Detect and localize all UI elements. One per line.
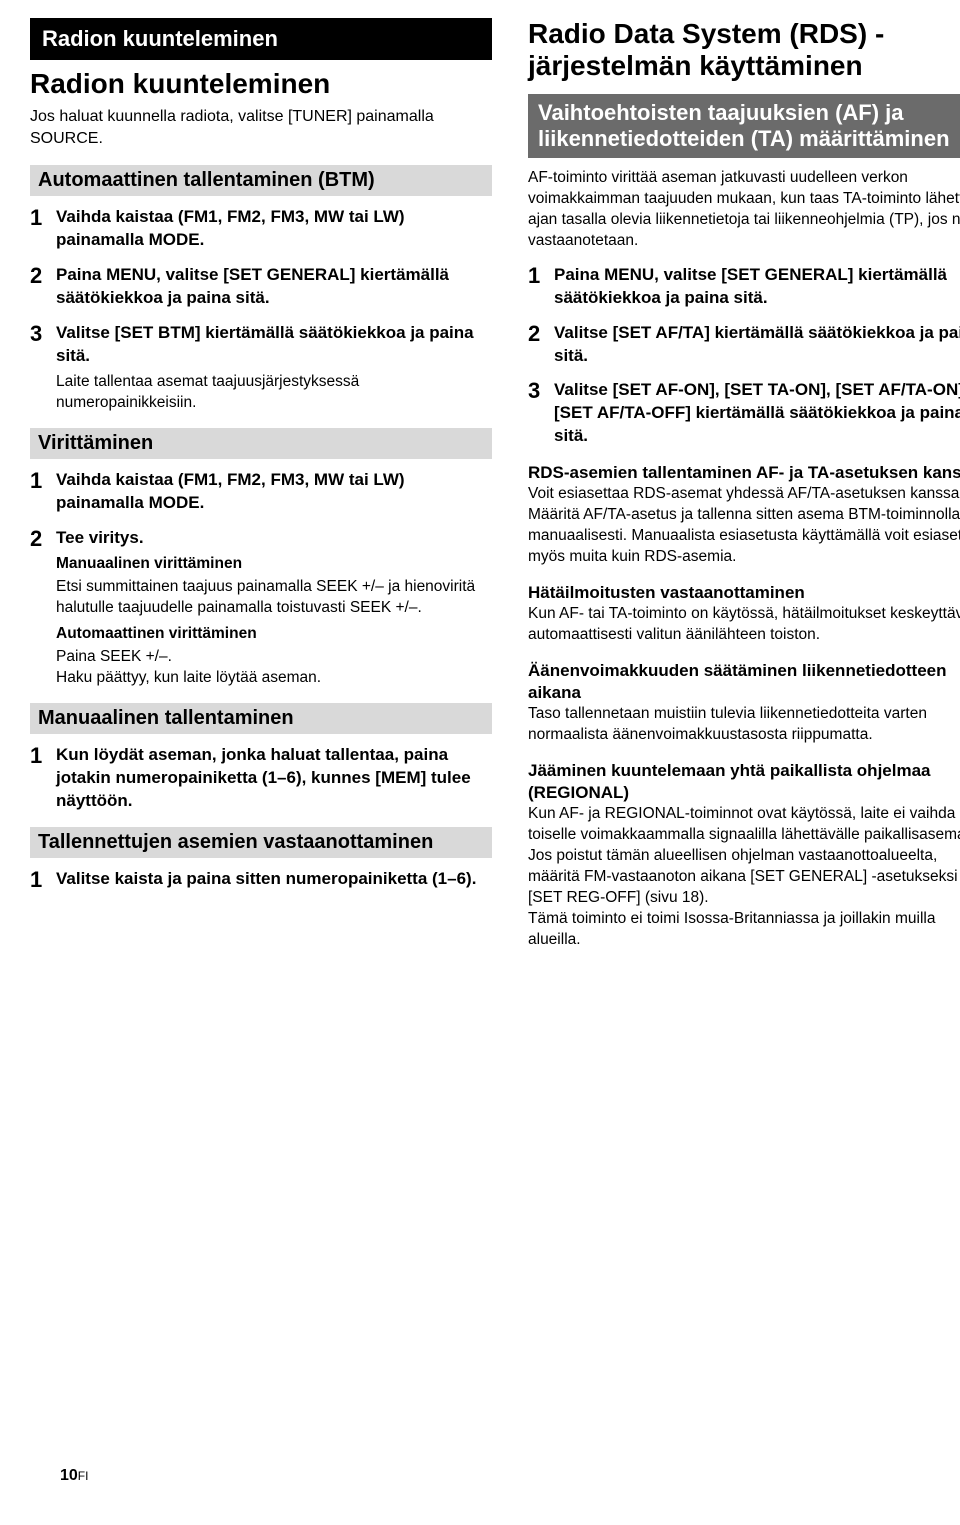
step-number: 1 [528,264,554,310]
page-number-value: 10 [60,1467,78,1484]
rds-heading: Radio Data System (RDS) -järjestelmän kä… [528,18,960,82]
step-text: Valitse [SET AF/TA] kiertämällä säätökie… [554,322,960,368]
afta-heading: Vaihtoehtoisten taajuuksien (AF) ja liik… [528,94,960,158]
step-text: Kun löydät aseman, jonka haluat tallenta… [56,744,492,813]
volume-head: Äänenvoimakkuuden säätäminen liikennetie… [528,660,960,704]
step-number: 1 [30,744,56,813]
step-text: Valitse kaista ja paina sitten numeropai… [56,868,476,892]
step-text: Vaihda kaistaa (FM1, FM2, FM3, MW tai LW… [56,469,492,515]
page-number-suffix: FI [78,1469,89,1483]
section-title: Radion kuunteleminen [30,18,492,60]
emergency-head: Hätäilmoitusten vastaanottaminen [528,582,960,604]
manual-store-step: 1 Kun löydät aseman, jonka haluat tallen… [30,744,492,813]
btm-step: 2 Paina MENU, valitse [SET GENERAL] kier… [30,264,492,310]
page-container: Radion kuunteleminen Radion kuuntelemine… [30,18,960,963]
step-number: 1 [30,469,56,515]
rds-store-head: RDS-asemien tallentaminen AF- ja TA-aset… [528,462,960,484]
auto-tuning-head: Automaattinen virittäminen [56,625,492,643]
btm-heading: Automaattinen tallentaminen (BTM) [30,165,492,196]
step-text: Valitse [SET BTM] kiertämällä säätökiekk… [56,322,492,368]
btm-step: 3 Valitse [SET BTM] kiertämällä säätökie… [30,322,492,414]
btm-step: 1 Vaihda kaistaa (FM1, FM2, FM3, MW tai … [30,206,492,252]
step-number: 1 [30,868,56,892]
step-number: 1 [30,206,56,252]
afta-step: 1 Paina MENU, valitse [SET GENERAL] kier… [528,264,960,310]
manual-tuning-head: Manuaalinen virittäminen [56,555,492,573]
step-number: 2 [30,527,56,690]
step-number: 3 [528,379,554,448]
regional-body: Kun AF- ja REGIONAL-toiminnot ovat käytö… [528,804,960,950]
tuning-step: 1 Vaihda kaistaa (FM1, FM2, FM3, MW tai … [30,469,492,515]
step-number: 3 [30,322,56,414]
stored-receive-step: 1 Valitse kaista ja paina sitten numerop… [30,868,492,892]
step-note: Laite tallentaa asemat taajuusjärjestyks… [56,372,492,414]
manual-store-heading: Manuaalinen tallentaminen [30,703,492,734]
tuning-step: 2 Tee viritys. Manuaalinen virittäminen … [30,527,492,690]
step-text: Valitse [SET AF-ON], [SET TA-ON], [SET A… [554,379,960,448]
auto-tuning-body: Paina SEEK +/–. Haku päättyy, kun laite … [56,647,492,689]
afta-intro: AF-toiminto virittää aseman jatkuvasti u… [528,168,960,252]
volume-body: Taso tallennetaan muistiin tulevia liike… [528,704,960,746]
afta-step: 2 Valitse [SET AF/TA] kiertämällä säätök… [528,322,960,368]
left-column: Radion kuunteleminen Radion kuuntelemine… [30,18,492,963]
tuning-heading: Virittäminen [30,428,492,459]
step-number: 2 [30,264,56,310]
afta-step: 3 Valitse [SET AF-ON], [SET TA-ON], [SET… [528,379,960,448]
step-text: Vaihda kaistaa (FM1, FM2, FM3, MW tai LW… [56,206,492,252]
rds-store-body: Voit esiasettaa RDS-asemat yhdessä AF/TA… [528,484,960,568]
step-text: Paina MENU, valitse [SET GENERAL] kiertä… [56,264,492,310]
page-number: 10FI [60,1467,88,1485]
intro-text: Jos haluat kuunnella radiota, valitse [T… [30,106,492,149]
step-number: 2 [528,322,554,368]
step-text: Tee viritys. [56,527,492,550]
stored-receive-heading: Tallennettujen asemien vastaanottaminen [30,827,492,858]
manual-tuning-body: Etsi summittainen taajuus painamalla SEE… [56,577,492,619]
regional-head: Jääminen kuuntelemaan yhtä paikallista o… [528,760,960,804]
step-text: Paina MENU, valitse [SET GENERAL] kiertä… [554,264,960,310]
emergency-body: Kun AF- tai TA-toiminto on käytössä, hät… [528,604,960,646]
main-heading: Radion kuunteleminen [30,68,492,100]
right-column: Radio Data System (RDS) -järjestelmän kä… [528,18,960,963]
